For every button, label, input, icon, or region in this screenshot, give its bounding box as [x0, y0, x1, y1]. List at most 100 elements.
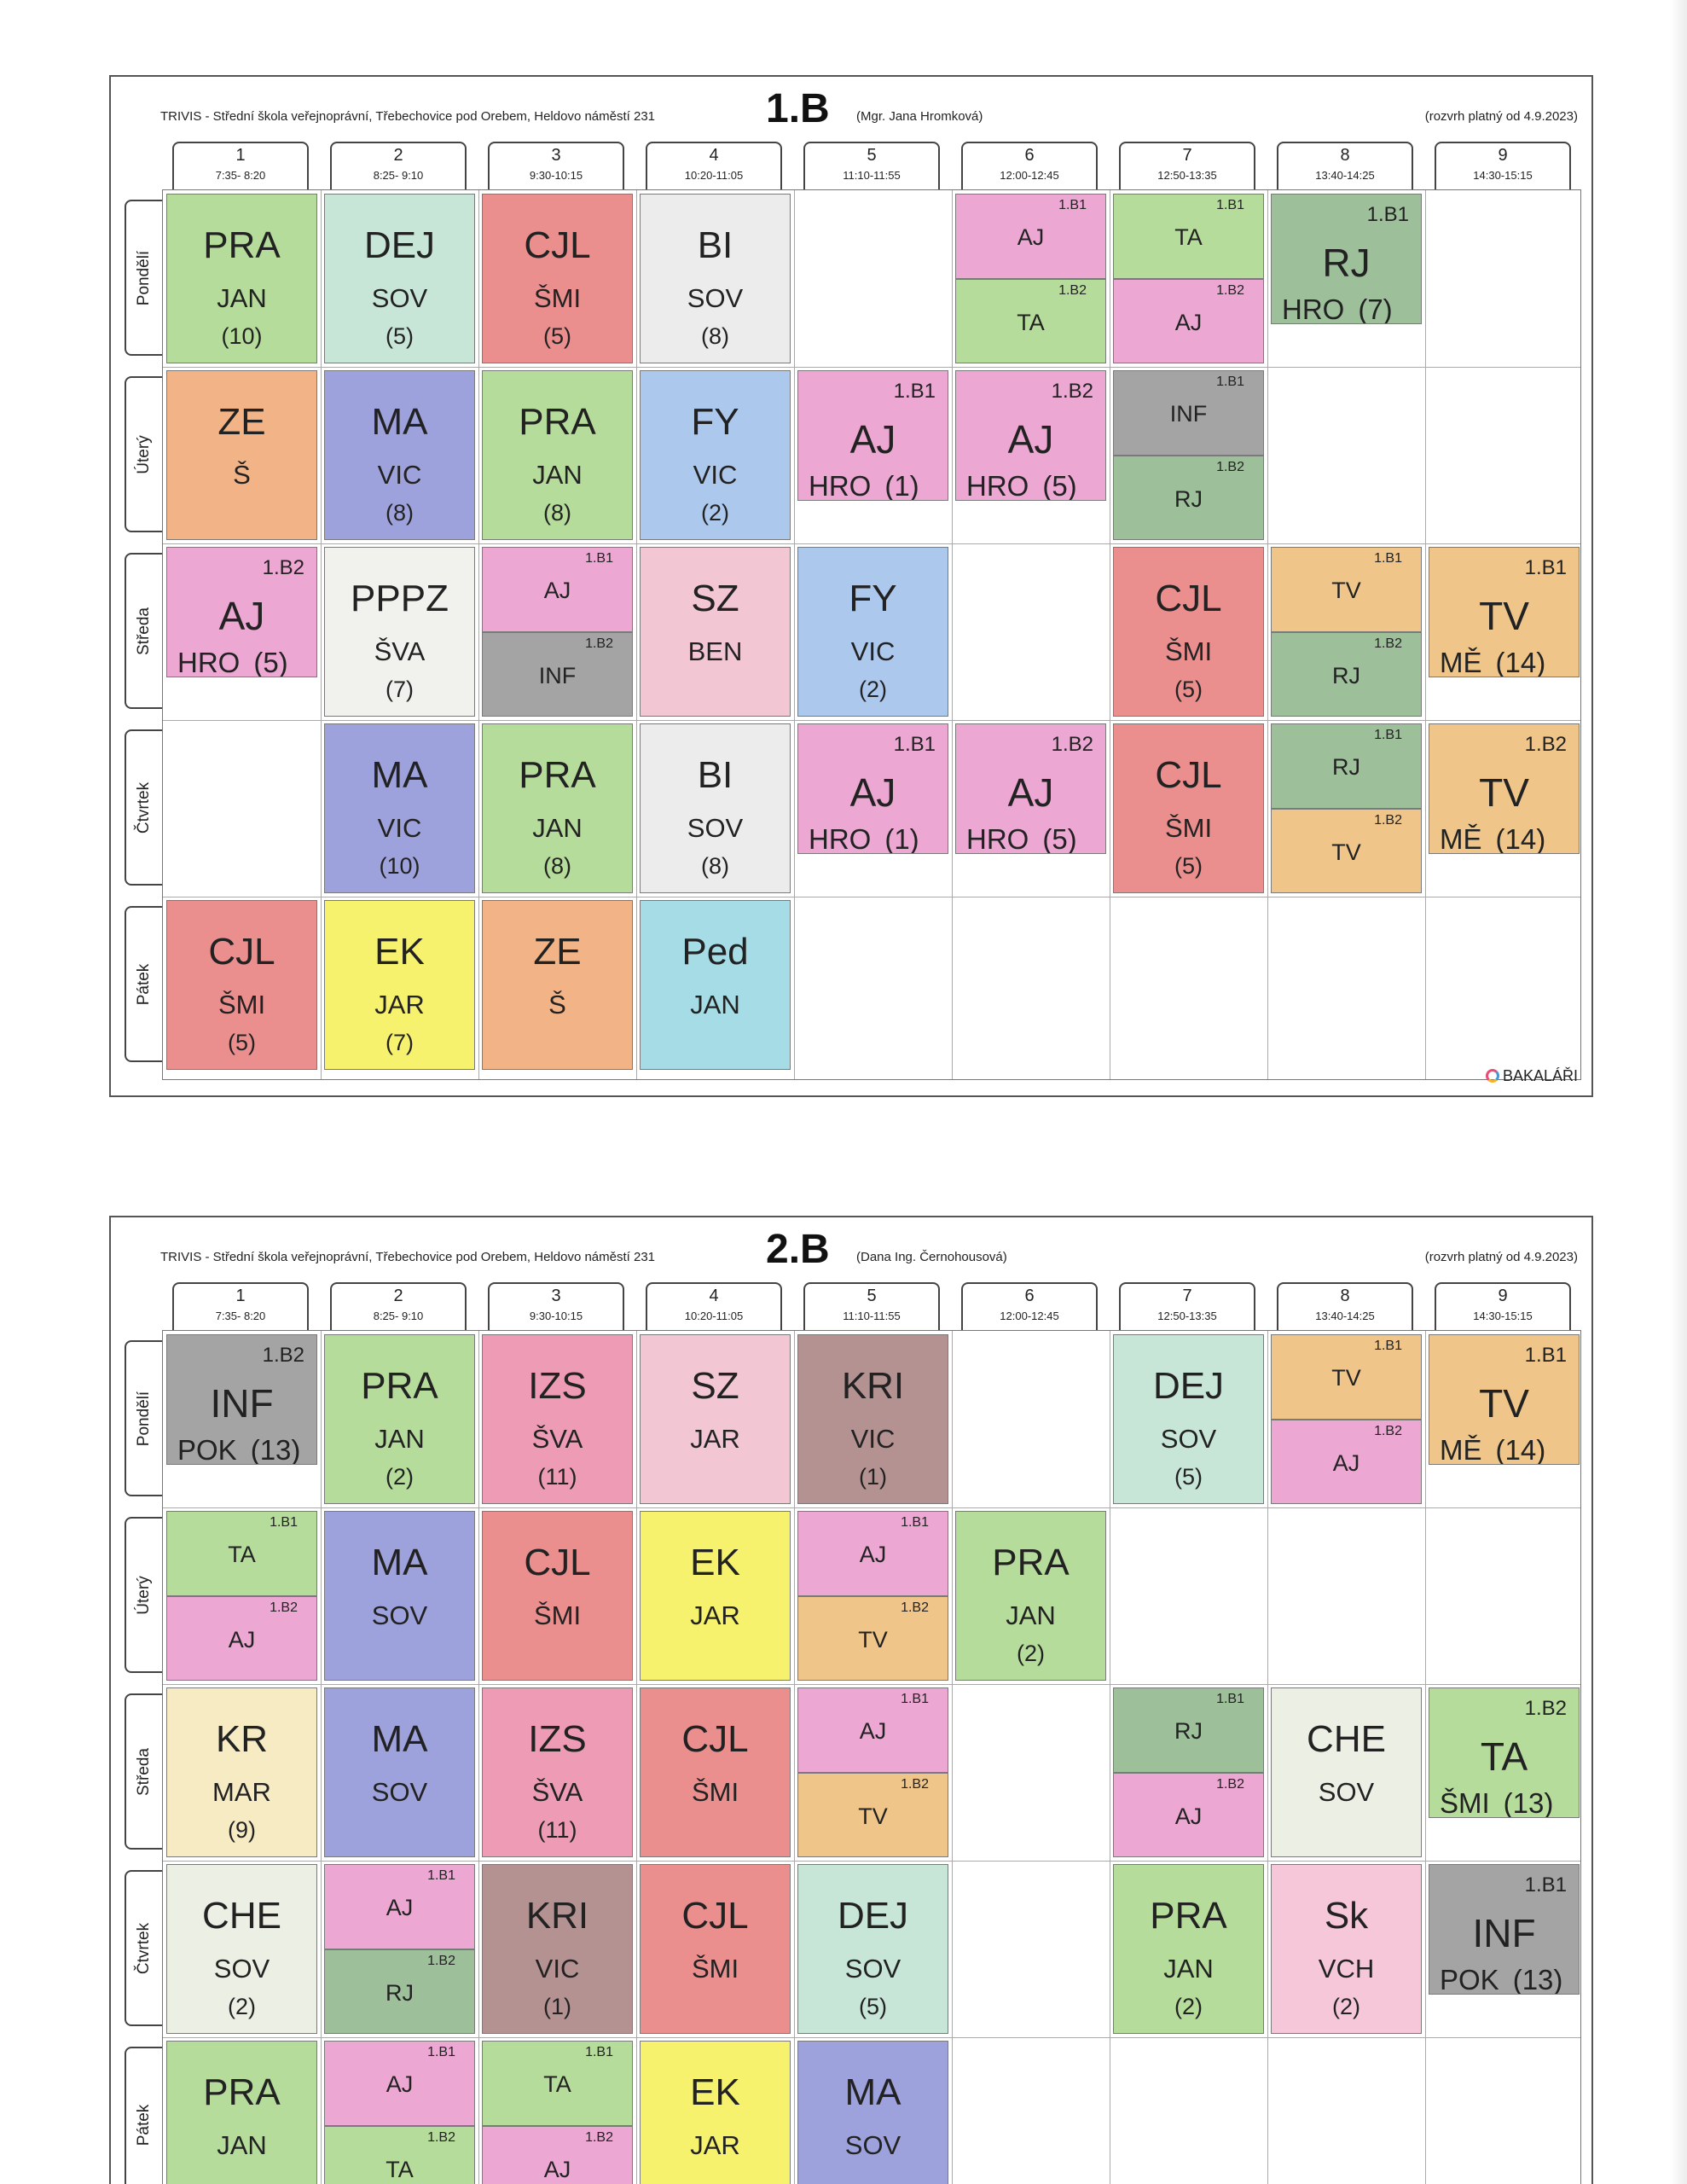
lesson-cell[interactable]: PRA JAN (8)	[482, 723, 633, 893]
lesson-cell[interactable]: CJL ŠMI (5)	[1113, 547, 1264, 717]
lesson-cell[interactable]: 1.B2 INF POK (13)	[166, 1334, 317, 1465]
lesson-cell[interactable]: KRI VIC (1)	[797, 1334, 948, 1504]
lesson-cell[interactable]: CHE SOV	[1271, 1687, 1422, 1857]
lesson-cell[interactable]: FY VIC (2)	[640, 370, 791, 540]
group-lesson[interactable]: 1.B2AJCRN(7)	[1113, 1772, 1264, 1857]
lesson-cell[interactable]: EK JAR (7)	[324, 900, 475, 1070]
lesson-cell[interactable]: PRA JAN (8)	[482, 370, 633, 540]
lesson-cell[interactable]: 1.B2 AJ HRO (5)	[166, 547, 317, 677]
group-lesson[interactable]: 1.B1TAJAR(2)	[166, 1511, 317, 1596]
column-divider	[1425, 190, 1426, 1079]
group-lesson[interactable]: 1.B1AJCRN(7)	[324, 1864, 475, 1949]
lesson-cell[interactable]: MA SOV	[797, 2041, 948, 2184]
lesson-cell[interactable]: ZE Š	[482, 900, 633, 1070]
lesson-cell[interactable]: 1.B1TAJAR(2)1.B2AJCRN(7)	[166, 1511, 317, 1681]
group-lesson[interactable]: 1.B1AJCRN(7)	[797, 1511, 948, 1596]
group-lesson[interactable]: 1.B1TAJAR(2)	[482, 2041, 633, 2126]
group-lesson[interactable]: 1.B1AJCRN	[324, 2041, 475, 2126]
lesson-cell[interactable]: CJL ŠMI (5)	[1113, 723, 1264, 893]
lesson-cell[interactable]: ZE Š	[166, 370, 317, 540]
lesson-cell[interactable]: MA SOV	[324, 1687, 475, 1857]
lesson-cell[interactable]: 1.B2 AJ HRO (5)	[955, 723, 1106, 854]
lesson-cell[interactable]: MA SOV	[324, 1511, 475, 1681]
group-lesson[interactable]: 1.B2RJČER(2)	[324, 1949, 475, 2034]
lesson-cell[interactable]: CJL ŠMI	[640, 1687, 791, 1857]
lesson-cell[interactable]: PPPZ ŠVA (7)	[324, 547, 475, 717]
lesson-cell[interactable]: PRA JAN (2)	[324, 1334, 475, 1504]
lesson-cell[interactable]: MA VIC (8)	[324, 370, 475, 540]
lesson-cell[interactable]: 1.B1 TV MĚ (14)	[1429, 547, 1580, 677]
group-lesson[interactable]: 1.B2AJCRN(7)	[166, 1595, 317, 1681]
lesson-cell[interactable]: FY VIC (2)	[797, 547, 948, 717]
lesson-cell[interactable]: CJL ŠMI	[640, 1864, 791, 2034]
lesson-cell[interactable]: IZS ŠVA (11)	[482, 1687, 633, 1857]
lesson-cell[interactable]: 1.B2 TA ŠMI (13)	[1429, 1687, 1580, 1818]
lesson-cell[interactable]: 1.B1AJCRN(7)1.B2RJČER(2)	[324, 1864, 475, 2034]
lesson-cell[interactable]: 1.B1 AJ HRO (1)	[797, 370, 948, 501]
group-lesson[interactable]: 1.B1AJCRN(7)	[797, 1687, 948, 1773]
lesson-cell[interactable]: DEJ SOV (5)	[797, 1864, 948, 2034]
lesson-cell[interactable]: 1.B2 TV MĚ (14)	[1429, 723, 1580, 854]
group-lesson[interactable]: 1.B2 TA	[324, 2125, 475, 2184]
lesson-cell[interactable]: DEJ SOV (5)	[324, 194, 475, 363]
lesson-cell[interactable]: 1.B1RJČER(2)1.B2AJCRN(7)	[1113, 1687, 1264, 1857]
lesson-cell[interactable]: BI SOV (8)	[640, 194, 791, 363]
lesson-cell[interactable]: SZ BEN	[640, 547, 791, 717]
lesson-cell[interactable]: IZS ŠVA (11)	[482, 1334, 633, 1504]
lesson-cell[interactable]: CJL ŠMI (5)	[482, 194, 633, 363]
lesson-cell[interactable]: 1.B2 AJ HRO (5)	[955, 370, 1106, 501]
group-lesson[interactable]: 1.B2 AJ	[482, 2125, 633, 2184]
group-lesson[interactable]: 1.B1RJČER(2)	[1113, 1687, 1264, 1773]
lesson-cell[interactable]: EK JAR	[640, 2041, 791, 2184]
lesson-cell[interactable]: Sk VCH (2)	[1271, 1864, 1422, 2034]
group-lesson[interactable]: 1.B2RJHRO(7)	[1271, 631, 1422, 717]
lesson-cell[interactable]: CJL ŠMI	[482, 1511, 633, 1681]
lesson-cell[interactable]: Ped JAN	[640, 900, 791, 1070]
group-lesson[interactable]: 1.B2TAJAR(2)	[955, 278, 1106, 363]
lesson-cell[interactable]: DEJ SOV (5)	[1113, 1334, 1264, 1504]
group-lesson[interactable]: 1.B2AJCRN	[1271, 1419, 1422, 1504]
lesson-cell[interactable]: 1.B1 INF POK (13)	[1429, 1864, 1580, 1995]
lesson-cell[interactable]: PRA JAN (10)	[166, 194, 317, 363]
lesson-cell[interactable]: 1.B1 TV MĚ (14)	[1429, 1334, 1580, 1465]
lesson-cell[interactable]: SZ JAR	[640, 1334, 791, 1504]
subject-code: FY	[849, 578, 897, 619]
lesson-cell[interactable]: KR MAR (9)	[166, 1687, 317, 1857]
lesson-cell[interactable]: CJL ŠMI (5)	[166, 900, 317, 1070]
lesson-cell[interactable]: KRI VIC (1)	[482, 1864, 633, 2034]
group-lesson[interactable]: 1.B1TAJAR(2)	[1113, 194, 1264, 279]
lesson-cell[interactable]: 1.B1 RJ HRO (7)	[1271, 194, 1422, 324]
lesson-cell[interactable]: EK JAR	[640, 1511, 791, 1681]
lesson-cell[interactable]: PRA JAN	[166, 2041, 317, 2184]
lesson-cell[interactable]: 1.B1 AJ HRO (1)	[797, 723, 948, 854]
lesson-cell[interactable]: PRA JAN (2)	[955, 1511, 1106, 1681]
group-lesson[interactable]: 1.B2RJHRO(7)	[1113, 455, 1264, 540]
lesson-cell[interactable]: MA VIC (10)	[324, 723, 475, 893]
lesson-cell[interactable]: PRA JAN (2)	[1113, 1864, 1264, 2034]
lesson-cell[interactable]: BI SOV (8)	[640, 723, 791, 893]
lesson-cell[interactable]: CHE SOV (2)	[166, 1864, 317, 2034]
group-label: 1.B2	[262, 556, 304, 579]
